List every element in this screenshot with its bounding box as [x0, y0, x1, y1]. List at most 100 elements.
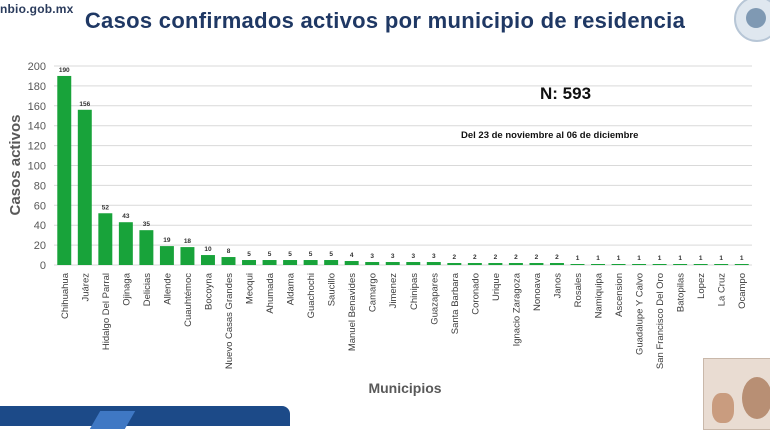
- bar-ahumada: [262, 260, 277, 265]
- data-label: 3: [411, 253, 415, 260]
- total-cases-label: N: 593: [540, 84, 592, 103]
- y-tick-label: 40: [34, 220, 46, 232]
- bar-nuevo-casas-grandes: [221, 257, 236, 265]
- y-tick-label: 160: [28, 101, 46, 113]
- bar-guachochi: [303, 260, 318, 265]
- data-label: 5: [288, 251, 292, 258]
- x-tick-label: Guazapares: [429, 273, 440, 325]
- browser-url-fragment: nbio.gob.mx: [0, 2, 74, 16]
- x-tick-label: Guadalupe Y Calvo: [635, 273, 646, 355]
- data-label: 2: [453, 254, 457, 261]
- data-label: 2: [514, 254, 518, 261]
- x-tick-label: Coronado: [470, 273, 481, 315]
- data-label: 2: [473, 254, 477, 261]
- y-tick-label: 180: [28, 81, 46, 93]
- data-label: 5: [247, 251, 251, 258]
- bar-urique: [488, 263, 503, 265]
- x-tick-label: Guachochi: [306, 273, 317, 318]
- bottom-banner: [0, 406, 290, 429]
- x-tick-label: Jimenez: [388, 273, 399, 309]
- x-tick-label: Ocampo: [737, 273, 748, 309]
- x-axis-label: Municipios: [368, 380, 441, 396]
- y-tick-label: 0: [40, 260, 46, 272]
- data-label: 1: [678, 255, 682, 262]
- data-label: 1: [637, 255, 641, 262]
- x-tick-label: Bocoyna: [203, 272, 214, 310]
- bars: [57, 75, 749, 265]
- y-tick-label: 20: [34, 240, 46, 252]
- gridlines: [54, 65, 752, 266]
- bar-janos: [549, 263, 564, 265]
- data-label: 43: [122, 213, 130, 220]
- data-label: 1: [576, 255, 580, 262]
- x-tick-label: Delicias: [142, 273, 153, 307]
- chart-title: Casos confirmados activos por municipio …: [84, 8, 686, 33]
- bar-ju-rez: [77, 109, 92, 265]
- x-tick-label: Ignacio Zaragoza: [511, 272, 522, 346]
- x-tick-label: Urique: [491, 273, 502, 301]
- x-tick-label: Santa Barbara: [450, 272, 461, 334]
- y-axis-ticks: 0 20 40 60 80 100 120 140 160 180 200: [28, 61, 46, 272]
- data-label: 35: [143, 221, 151, 228]
- y-tick-label: 140: [28, 121, 46, 133]
- bar-saucillo: [324, 260, 339, 265]
- bar-coronado: [467, 263, 482, 265]
- x-tick-label: Ascension: [614, 273, 625, 317]
- data-label: 1: [658, 255, 662, 262]
- x-tick-label: Meoqui: [245, 273, 256, 304]
- bar-camargo: [365, 262, 380, 265]
- x-tick-label: Batopilas: [676, 273, 687, 312]
- bar-manuel-benavides: [344, 261, 359, 265]
- x-tick-label: Chihuahua: [60, 272, 71, 319]
- data-label: 5: [329, 251, 333, 258]
- data-label: 190: [59, 67, 70, 74]
- data-label: 1: [719, 255, 723, 262]
- bar-jimenez: [385, 262, 400, 265]
- data-label: 19: [163, 237, 171, 244]
- x-tick-label: Chinipas: [409, 273, 420, 310]
- y-tick-label: 80: [34, 180, 46, 192]
- data-label: 3: [391, 253, 395, 260]
- bar-delicias: [139, 230, 154, 265]
- x-tick-label: Ahumada: [265, 272, 276, 313]
- x-tick-label: Rosales: [573, 273, 584, 308]
- y-tick-label: 100: [28, 161, 46, 173]
- data-label: 18: [184, 238, 192, 245]
- government-logo-icon: [734, 0, 770, 42]
- x-axis-ticks: Chihuahua Juárez Hidalgo Del Parral Ojinaga…: [60, 272, 748, 369]
- x-tick-label: Lopez: [696, 273, 707, 299]
- data-label: 1: [596, 255, 600, 262]
- bar-allende: [159, 246, 174, 265]
- x-tick-label: Nonoava: [532, 272, 543, 311]
- y-tick-label: 60: [34, 200, 46, 212]
- bar-cuauht-moc: [180, 247, 195, 265]
- data-label: 2: [555, 254, 559, 261]
- bar-chinipas: [406, 262, 421, 265]
- y-tick-label: 120: [28, 141, 46, 153]
- x-tick-label: Hidalgo Del Parral: [101, 273, 112, 350]
- bar-namiquipa: [591, 264, 606, 265]
- data-label: 5: [309, 251, 313, 258]
- x-tick-label: Saucillo: [327, 273, 338, 306]
- bar-ocampo: [734, 264, 749, 265]
- x-tick-label: La Cruz: [717, 273, 728, 307]
- bar-hidalgo-del-parral: [98, 213, 113, 265]
- data-label: 156: [79, 101, 90, 108]
- data-label: 2: [494, 254, 498, 261]
- bar-meoqui: [242, 260, 257, 265]
- webcam-overlay: [703, 358, 770, 430]
- x-tick-label: Janos: [552, 273, 563, 299]
- data-label: 52: [102, 204, 110, 211]
- x-tick-label: Cuauhtémoc: [183, 273, 194, 327]
- bar-ignacio-zaragoza: [508, 263, 523, 265]
- data-label: 4: [350, 252, 354, 259]
- x-tick-label: Manuel Benavides: [347, 273, 358, 351]
- y-tick-label: 200: [28, 61, 46, 73]
- x-tick-label: Juárez: [80, 273, 91, 302]
- data-label: 10: [204, 246, 212, 253]
- bar-santa-barbara: [447, 263, 462, 265]
- x-tick-label: San Francisco Del Oro: [655, 273, 666, 369]
- bar-ascension: [611, 264, 626, 265]
- date-range-label: Del 23 de noviembre al 06 de diciembre: [461, 130, 639, 141]
